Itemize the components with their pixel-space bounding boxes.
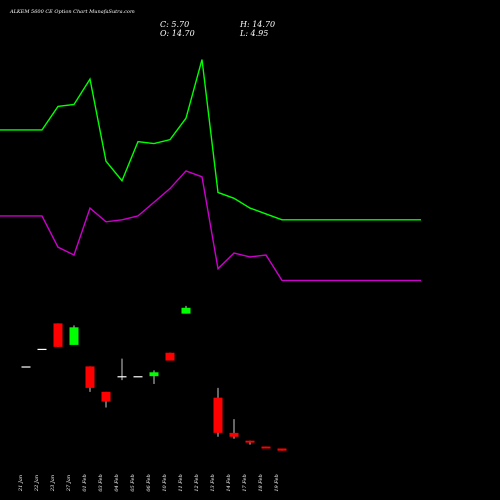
close-value: C: 5.70 bbox=[160, 20, 190, 29]
candle-body bbox=[261, 446, 271, 449]
x-axis-label: 12 Feb bbox=[194, 474, 200, 491]
x-axis-label: 05 Feb bbox=[130, 474, 136, 491]
x-axis-label: 27 Jan bbox=[66, 475, 72, 492]
candle-body bbox=[181, 307, 191, 314]
x-axis-label: 19 Feb bbox=[274, 474, 280, 491]
x-axis-label: 18 Feb bbox=[258, 474, 264, 491]
candle-body bbox=[69, 327, 79, 345]
candle-body bbox=[21, 366, 31, 368]
candle-body bbox=[165, 352, 175, 361]
candle-body bbox=[277, 448, 287, 451]
candle-body bbox=[101, 391, 111, 402]
candle-body bbox=[53, 323, 63, 347]
x-axis-label: 21 Jan bbox=[18, 475, 24, 492]
candle-body bbox=[149, 372, 159, 377]
x-axis-label: 22 Jan bbox=[34, 475, 40, 492]
candle-body bbox=[229, 432, 239, 437]
x-axis-label: 23 Jan bbox=[50, 475, 56, 492]
x-axis-label: 14 Feb bbox=[226, 474, 232, 491]
candle-body bbox=[85, 366, 95, 388]
lower-band-line bbox=[0, 170, 421, 282]
x-axis-label: 01 Feb bbox=[82, 474, 88, 491]
upper-band-line bbox=[0, 59, 421, 221]
candle-body bbox=[37, 348, 47, 351]
high-value: H: 14.70 bbox=[240, 20, 276, 29]
x-axis-label: 17 Feb bbox=[242, 474, 248, 491]
low-value: L: 4.95 bbox=[240, 29, 269, 38]
x-axis-label: 11 Feb bbox=[178, 474, 184, 491]
chart-title: ALKEM 5600 CE Option Chart MunafaSutra.c… bbox=[10, 9, 135, 15]
open-value: O: 14.70 bbox=[160, 29, 195, 38]
x-axis-label: 06 Feb bbox=[146, 474, 152, 491]
candle-body bbox=[213, 397, 223, 433]
x-axis-label: 10 Feb bbox=[162, 474, 168, 491]
candle-body bbox=[117, 376, 127, 378]
candle-body bbox=[133, 376, 143, 378]
x-axis-label: 04 Feb bbox=[114, 474, 120, 491]
candle-body bbox=[245, 440, 255, 443]
x-axis-label: 13 Feb bbox=[210, 474, 216, 491]
x-axis-label: 03 Feb bbox=[98, 474, 104, 491]
